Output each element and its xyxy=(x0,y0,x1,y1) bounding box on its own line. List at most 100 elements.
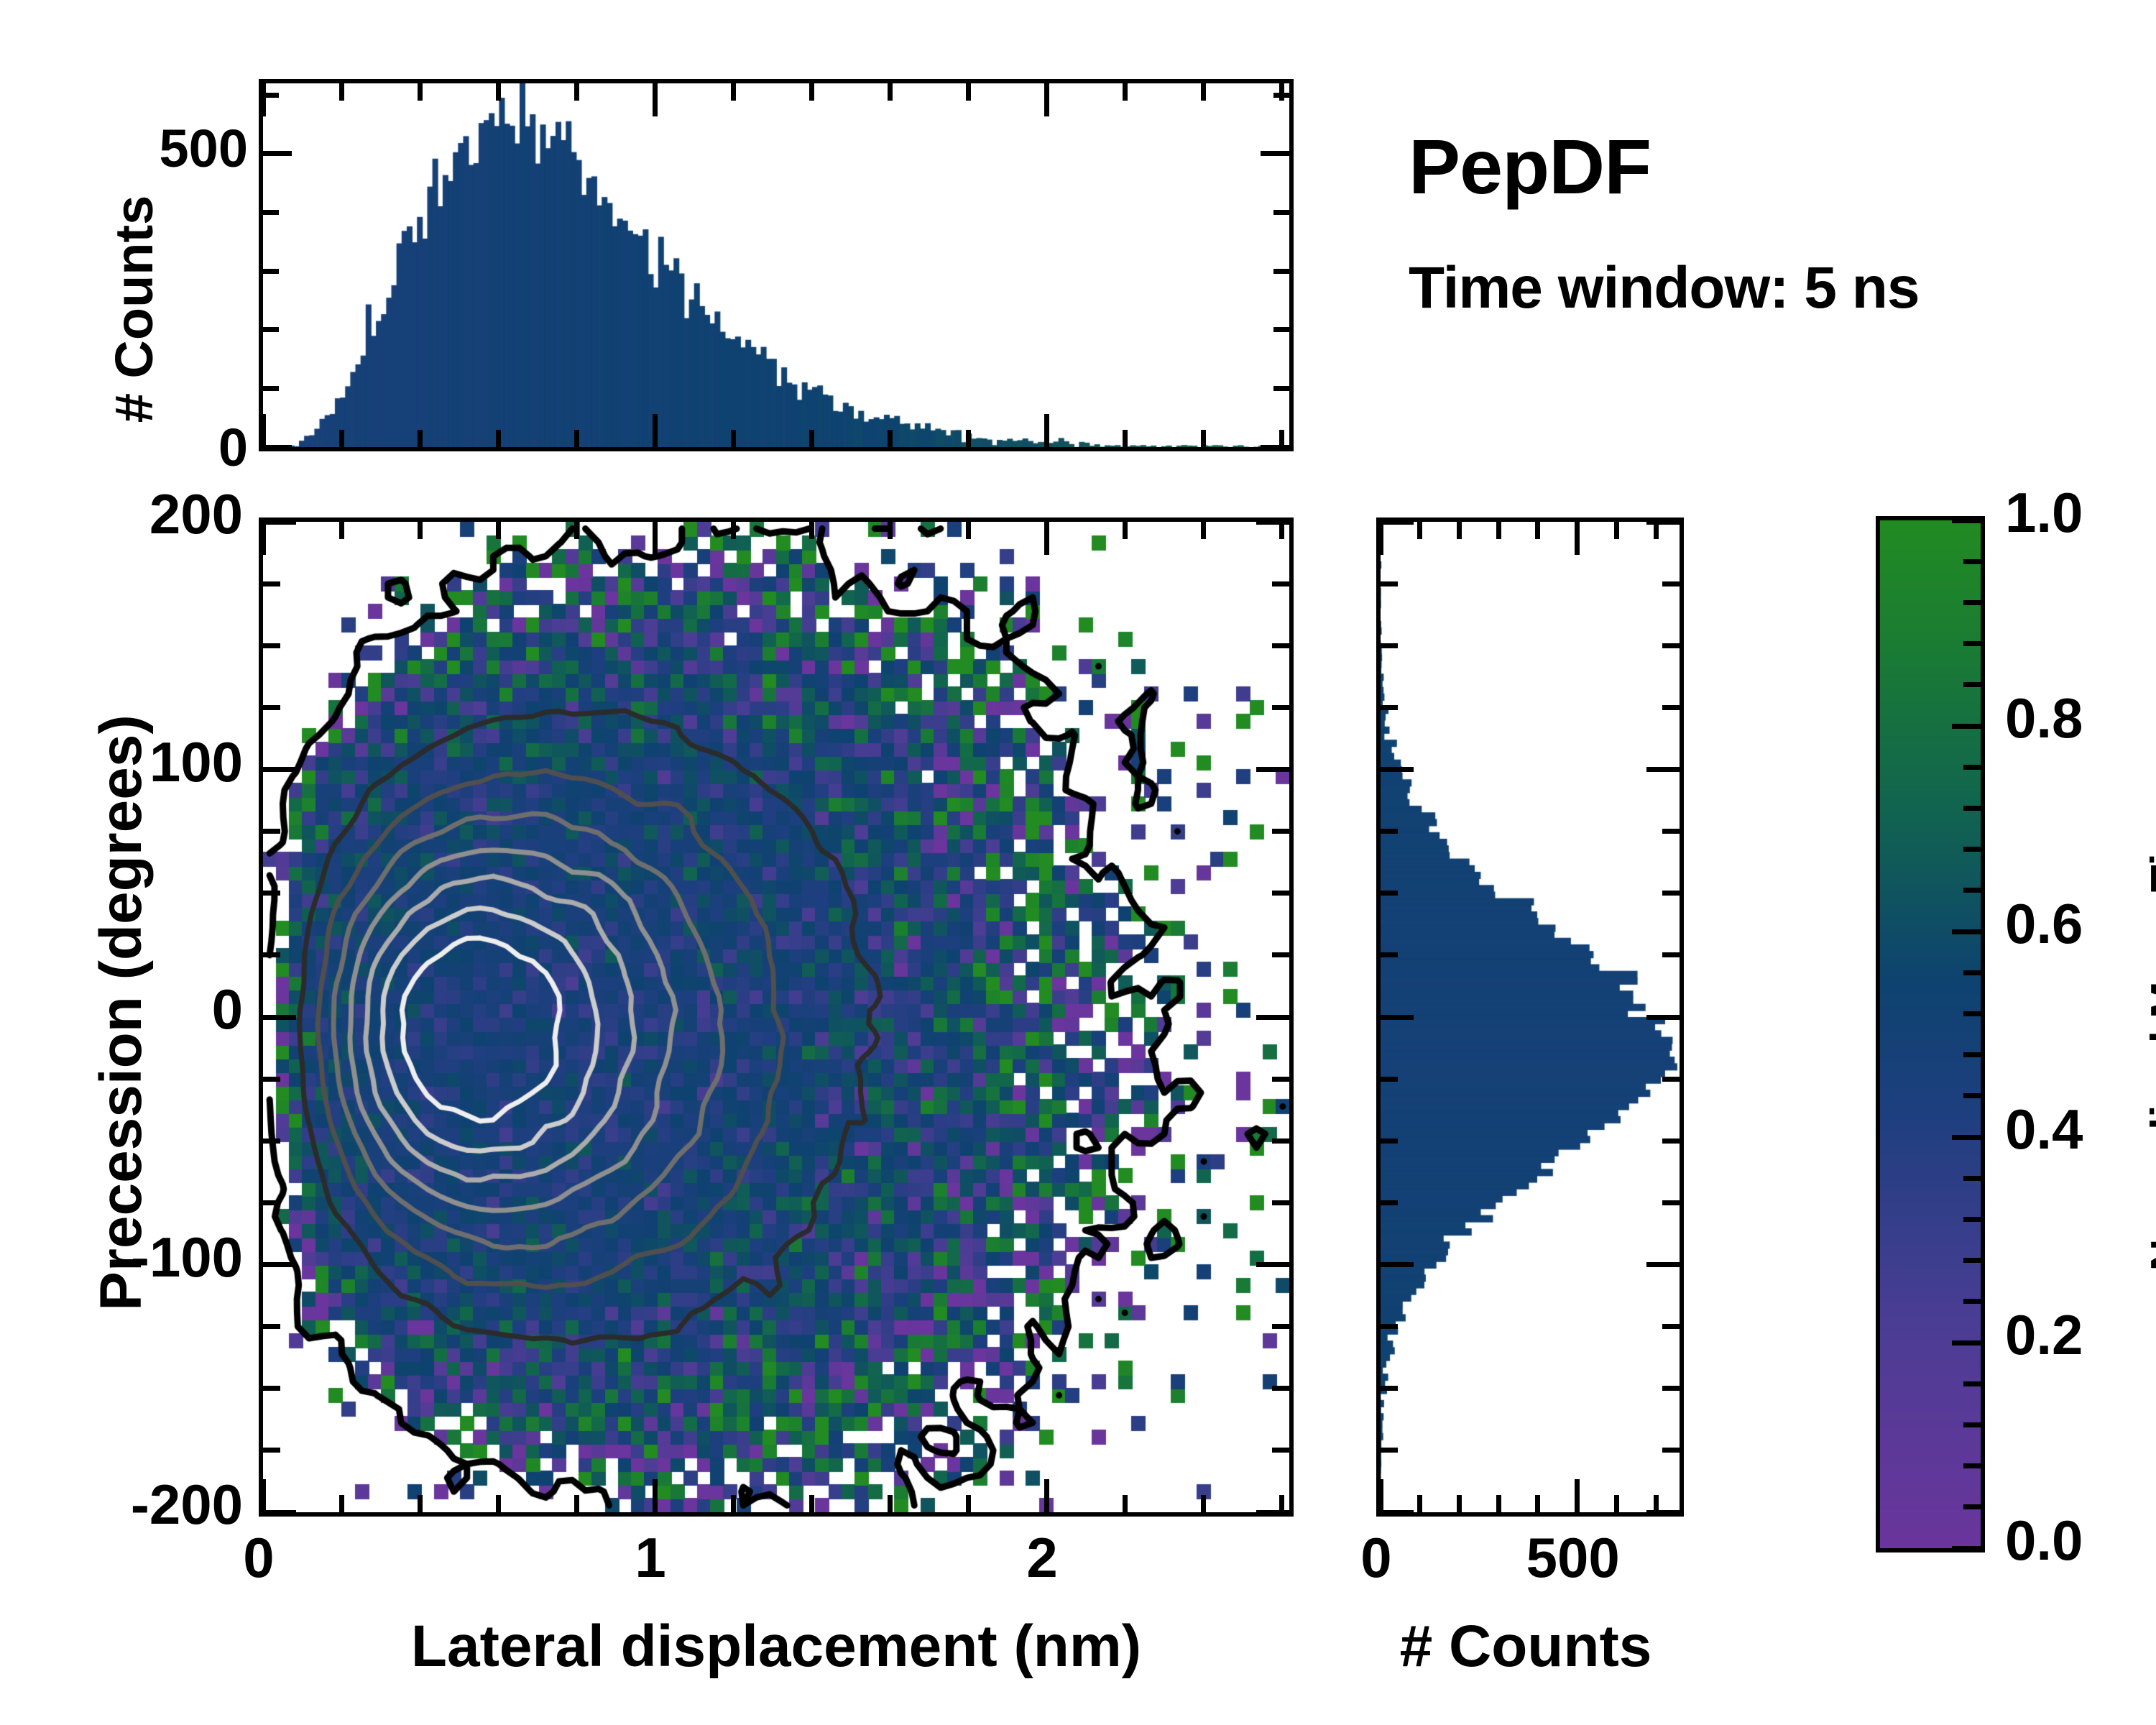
right-ytick-right-minor xyxy=(1662,1200,1680,1205)
main-xlabel: Lateral displacement (nm) xyxy=(410,1614,1142,1679)
right-xtick-top-major xyxy=(1378,522,1383,555)
main-ytick-right-minor xyxy=(1272,1200,1289,1205)
colorbar-tick-minor xyxy=(1963,847,1981,852)
colorbar-tick-major xyxy=(1952,929,1981,934)
right-xtick-label-500: 500 xyxy=(1526,1526,1620,1589)
top-xtick-minor xyxy=(1279,83,1284,101)
main-ytick-right-major xyxy=(1256,1262,1289,1267)
colorbar-tick-minor xyxy=(1963,1175,1981,1181)
right-xtick-top-minor xyxy=(1613,522,1619,539)
top-xtick-minor xyxy=(417,83,423,101)
right-marginal-histogram-axes xyxy=(1376,518,1684,1517)
main-xtick-top-minor xyxy=(338,522,344,539)
main-ytick-minor xyxy=(263,581,280,586)
colorbar-tick-minor xyxy=(1963,1381,1981,1386)
main-ytick-label-200: 200 xyxy=(149,482,243,546)
colorbar-tick-major xyxy=(1952,723,1981,729)
main-xtick-minor xyxy=(573,1495,579,1512)
main-ytick-right-major xyxy=(1256,1014,1289,1020)
top-ytick-right-minor xyxy=(1273,327,1289,333)
joint-2d-histogram-axes xyxy=(259,518,1294,1517)
colorbar-tick-minor xyxy=(1963,1422,1981,1427)
colorbar-label: Normalized Mean Time xyxy=(2142,788,2156,1271)
top-xtick-bottom-minor xyxy=(417,430,423,447)
right-xtick-top-major xyxy=(1575,522,1580,555)
main-ytick-right-minor xyxy=(1272,1386,1289,1392)
colorbar-tick-minor xyxy=(1963,1463,1981,1469)
right-ytick-right-minor xyxy=(1662,1386,1680,1392)
main-ytick-right-minor xyxy=(1272,1076,1289,1082)
colorbar-gradient xyxy=(1880,520,1981,1548)
right-ytick-minor xyxy=(1381,581,1398,586)
main-ytick-right-major xyxy=(1256,1509,1289,1515)
main-xtick-top-minor xyxy=(495,522,501,539)
right-xtick-top-minor xyxy=(1417,522,1423,539)
right-ytick-minor xyxy=(1381,1324,1398,1330)
top-xtick-minor xyxy=(1200,83,1206,101)
top-xtick-bottom-major xyxy=(652,414,658,447)
main-ytick-minor xyxy=(263,1386,280,1392)
top-ytick-minor xyxy=(263,210,279,216)
main-xtick-top-minor xyxy=(1279,522,1284,539)
main-xtick-minor xyxy=(887,1495,893,1512)
colorbar-tick-major xyxy=(1952,1134,1981,1140)
main-ytick-label-neg200: -200 xyxy=(130,1473,243,1536)
main-xtick-major xyxy=(652,1479,658,1512)
right-xtick-top-minor xyxy=(1456,522,1462,539)
main-ytick-major xyxy=(263,767,296,772)
colorbar-tick-minor xyxy=(1963,599,1981,605)
top-ytick-major xyxy=(263,151,292,157)
right-xtick-minor xyxy=(1535,1495,1541,1512)
main-ytick-right-minor xyxy=(1272,643,1289,648)
main-ytick-minor xyxy=(263,1324,280,1330)
main-ytick-label-neg100: -100 xyxy=(130,1225,243,1289)
top-xtick-bottom-minor xyxy=(965,430,971,447)
colorbar-tick-minor xyxy=(1963,1258,1981,1264)
right-ytick-right-minor xyxy=(1662,581,1680,586)
main-ytick-major xyxy=(263,1509,296,1515)
top-ytick-minor xyxy=(263,327,279,333)
right-xtick-minor xyxy=(1653,1495,1659,1512)
colorbar-tick-label-0_6: 0.6 xyxy=(2005,892,2083,955)
top-xtick-minor xyxy=(1122,83,1128,101)
right-ytick-right-minor xyxy=(1662,829,1680,834)
main-ytick-minor xyxy=(263,704,280,710)
top-xtick-major xyxy=(652,83,658,116)
main-ytick-minor xyxy=(263,1448,280,1453)
main-xtick-label-2: 2 xyxy=(1026,1526,1058,1589)
top-xtick-minor xyxy=(730,83,736,101)
colorbar-tick-minor xyxy=(1963,641,1981,647)
main-ytick-right-minor xyxy=(1272,581,1289,586)
colorbar-tick-minor xyxy=(1963,1011,1981,1016)
colorbar-tick-minor xyxy=(1963,805,1981,811)
top-xtick-bottom-major xyxy=(1044,414,1049,447)
main-xtick-minor xyxy=(1279,1495,1284,1512)
main-ytick-right-major xyxy=(1256,767,1289,772)
top-xtick-minor xyxy=(808,83,814,101)
right-ytick-right-minor xyxy=(1662,1324,1680,1330)
main-ytick-label-0: 0 xyxy=(211,978,243,1041)
right-xtick-top-minor xyxy=(1653,522,1659,539)
main-xtick-top-minor xyxy=(1122,522,1128,539)
main-ytick-right-minor xyxy=(1272,952,1289,958)
right-ytick-major xyxy=(1381,1509,1414,1515)
top-ytick-right-major xyxy=(1261,444,1289,450)
right-ytick-major xyxy=(1381,519,1414,525)
top-xtick-minor xyxy=(573,83,579,101)
top-xtick-bottom-minor xyxy=(495,430,501,447)
figure-title: PepDF xyxy=(1409,123,1651,210)
top-xtick-minor xyxy=(965,83,971,101)
colorbar-tick-minor xyxy=(1963,1299,1981,1305)
main-xtick-top-minor xyxy=(417,522,423,539)
colorbar-tick-major xyxy=(1952,1340,1981,1346)
right-xtick-major xyxy=(1378,1479,1383,1512)
figure-subtitle: Time window: 5 ns xyxy=(1409,255,1920,321)
top-marginal-histogram-canvas xyxy=(263,83,1289,447)
right-xtick-minor xyxy=(1417,1495,1423,1512)
right-ytick-minor xyxy=(1381,704,1398,710)
colorbar-tick-minor xyxy=(1963,682,1981,688)
right-ytick-minor xyxy=(1381,1138,1398,1144)
right-ytick-right-minor xyxy=(1662,952,1680,958)
right-ytick-major xyxy=(1381,767,1414,772)
